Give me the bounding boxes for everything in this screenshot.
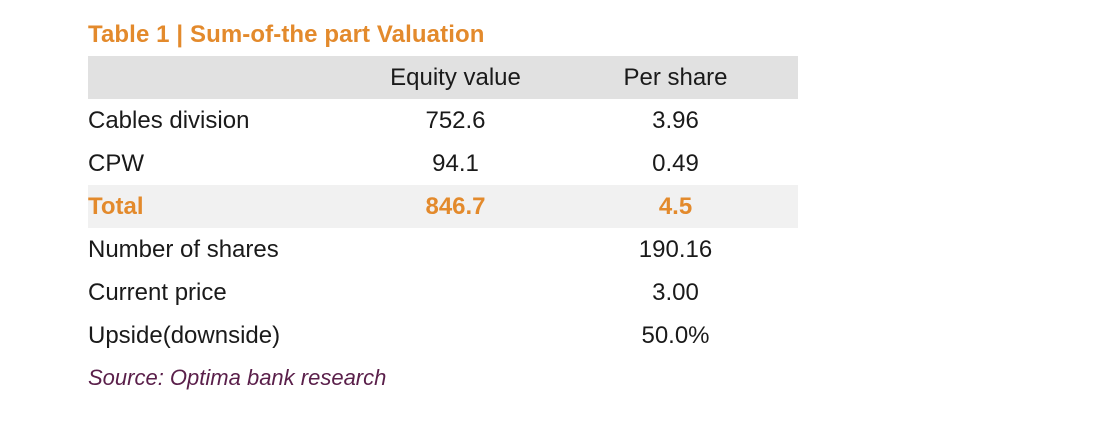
valuation-document: Table 1 | Sum-of-the part Valuation Equi… [88,20,798,397]
row-label: CPW [88,150,144,177]
row-equity-value: 94.1 [432,150,479,177]
row-label: Number of shares [88,236,279,263]
row-per-share: 3.00 [652,279,699,306]
row-label: Cables division [88,107,250,134]
table-title: Table 1 | Sum-of-the part Valuation [88,21,485,48]
header-label-column [88,56,358,99]
row-label: Upside(downside) [88,322,281,349]
row-equity-value [358,228,553,271]
row-equity-value [358,271,553,314]
table-row-upside-downside: Upside(downside) 50.0% [88,314,798,357]
header-per-share: Per share [623,64,728,91]
table-row-number-of-shares: Number of shares 190.16 [88,228,798,271]
valuation-table: Equity value Per share Cables division 7… [88,56,798,357]
row-equity-value [358,314,553,357]
row-label: Current price [88,279,227,306]
row-per-share: 3.96 [652,107,699,134]
row-per-share: 50.0% [641,322,710,349]
row-equity-value: 752.6 [425,107,486,134]
table-header-row: Equity value Per share [88,56,798,99]
row-per-share: 0.49 [652,150,699,177]
source-note: Source: Optima bank research [88,365,387,390]
table-row-total: Total 846.7 4.5 [88,185,798,228]
row-per-share: 4.5 [658,193,693,220]
table-row-cpw: CPW 94.1 0.49 [88,142,798,185]
row-equity-value: 846.7 [425,193,486,220]
row-per-share: 190.16 [638,236,713,263]
table-row-cables-division: Cables division 752.6 3.96 [88,99,798,142]
header-equity-value: Equity value [390,64,521,91]
row-label: Total [88,193,144,220]
table-row-current-price: Current price 3.00 [88,271,798,314]
